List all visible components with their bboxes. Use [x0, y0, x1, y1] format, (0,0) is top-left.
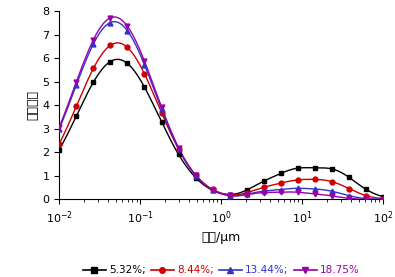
Y-axis label: 强度分布: 强度分布 [26, 90, 40, 120]
Legend: 5.32%;, 8.44%;, 13.44%;, 18.75%: 5.32%;, 8.44%;, 13.44%;, 18.75% [79, 261, 363, 277]
X-axis label: 粒径/μm: 粒径/μm [201, 231, 241, 244]
